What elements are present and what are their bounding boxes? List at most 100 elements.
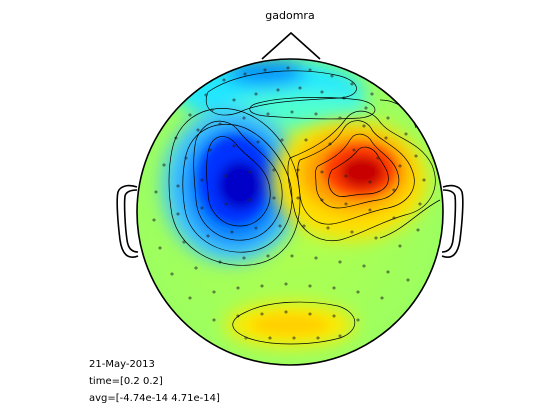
electrode [248, 170, 252, 174]
electrode [176, 212, 180, 216]
electrode [170, 272, 174, 276]
electrode [384, 136, 388, 140]
contour-line [206, 136, 271, 227]
electrode [200, 178, 204, 182]
electrode [184, 156, 188, 160]
head-circle [136, 58, 444, 366]
info-avg: avg=[-4.74e-14 4.71e-14] [89, 393, 220, 404]
electrode [222, 78, 226, 82]
electrode [344, 174, 348, 178]
electrode [422, 178, 426, 182]
contour-line [168, 108, 301, 266]
electrode [206, 234, 210, 238]
electrode [292, 336, 296, 340]
contour-line [287, 110, 436, 242]
head-outline [116, 31, 464, 366]
electrode [280, 138, 284, 142]
topo-colormap [137, 59, 443, 365]
electrode [342, 96, 346, 100]
electrode [188, 296, 192, 300]
electrode [374, 236, 378, 240]
electrode [196, 128, 200, 132]
electrode [218, 122, 222, 126]
electrode [272, 196, 276, 200]
info-time: time=[0.2 0.2] [89, 376, 163, 387]
electrode [368, 180, 372, 184]
electrode [194, 266, 198, 270]
electrode [316, 336, 320, 340]
electrode [392, 188, 396, 192]
electrode [392, 216, 396, 220]
left-ear-inner [123, 189, 139, 253]
electrode [188, 113, 192, 117]
electrode [263, 68, 267, 72]
electrode [268, 336, 272, 340]
electrode [162, 163, 166, 167]
electrode [256, 140, 260, 144]
electrode [370, 92, 374, 96]
electrode [242, 256, 246, 260]
electrode [242, 116, 246, 120]
electrode [356, 318, 360, 322]
electrode [154, 190, 158, 194]
electrode [308, 284, 312, 288]
electrode [308, 312, 312, 316]
electrode [302, 224, 306, 228]
electrode [204, 93, 208, 97]
electrode [416, 228, 420, 232]
electrode [386, 116, 390, 120]
electrode [368, 208, 372, 212]
contour-line [297, 120, 415, 225]
electrode [254, 92, 258, 96]
electrode [218, 260, 222, 264]
electrode [398, 164, 402, 168]
electrode [356, 290, 360, 294]
electrode [304, 138, 308, 142]
electrode [276, 88, 280, 92]
electrode [176, 184, 180, 188]
electrode [296, 196, 300, 200]
electrode [338, 260, 342, 264]
electrode [284, 310, 288, 314]
electrode [338, 116, 342, 120]
contour-line [328, 146, 389, 197]
electrode [320, 198, 324, 202]
electrode [260, 284, 264, 288]
contour-line [182, 124, 293, 253]
info-date: 21-May-2013 [89, 359, 155, 370]
electrode [406, 278, 410, 282]
electrode [350, 230, 354, 234]
electrode [254, 226, 258, 230]
electrode [308, 68, 312, 72]
electrode [212, 290, 216, 294]
electrode [332, 286, 336, 290]
electrode [398, 244, 402, 248]
electrode [278, 224, 282, 228]
electrode [210, 108, 214, 112]
contour-line [193, 120, 283, 241]
electrode [152, 218, 156, 222]
electrode [380, 296, 384, 300]
electrode [328, 142, 332, 146]
electrode [344, 202, 348, 206]
electrode [296, 168, 300, 172]
electrode [362, 264, 366, 268]
electrode [224, 174, 228, 178]
electrode [332, 314, 336, 318]
electrode [244, 336, 248, 340]
electrode [248, 198, 252, 202]
electrode [414, 154, 418, 158]
right-ear [441, 184, 464, 258]
electrode [290, 110, 294, 114]
electrode [364, 106, 368, 110]
figure-title: gadomra [265, 9, 315, 22]
electrode [290, 254, 294, 258]
electrode [236, 314, 240, 318]
contour-line [232, 301, 356, 345]
electrode [320, 90, 324, 94]
electrode [338, 334, 342, 338]
electrode [386, 270, 390, 274]
electrode [326, 226, 330, 230]
